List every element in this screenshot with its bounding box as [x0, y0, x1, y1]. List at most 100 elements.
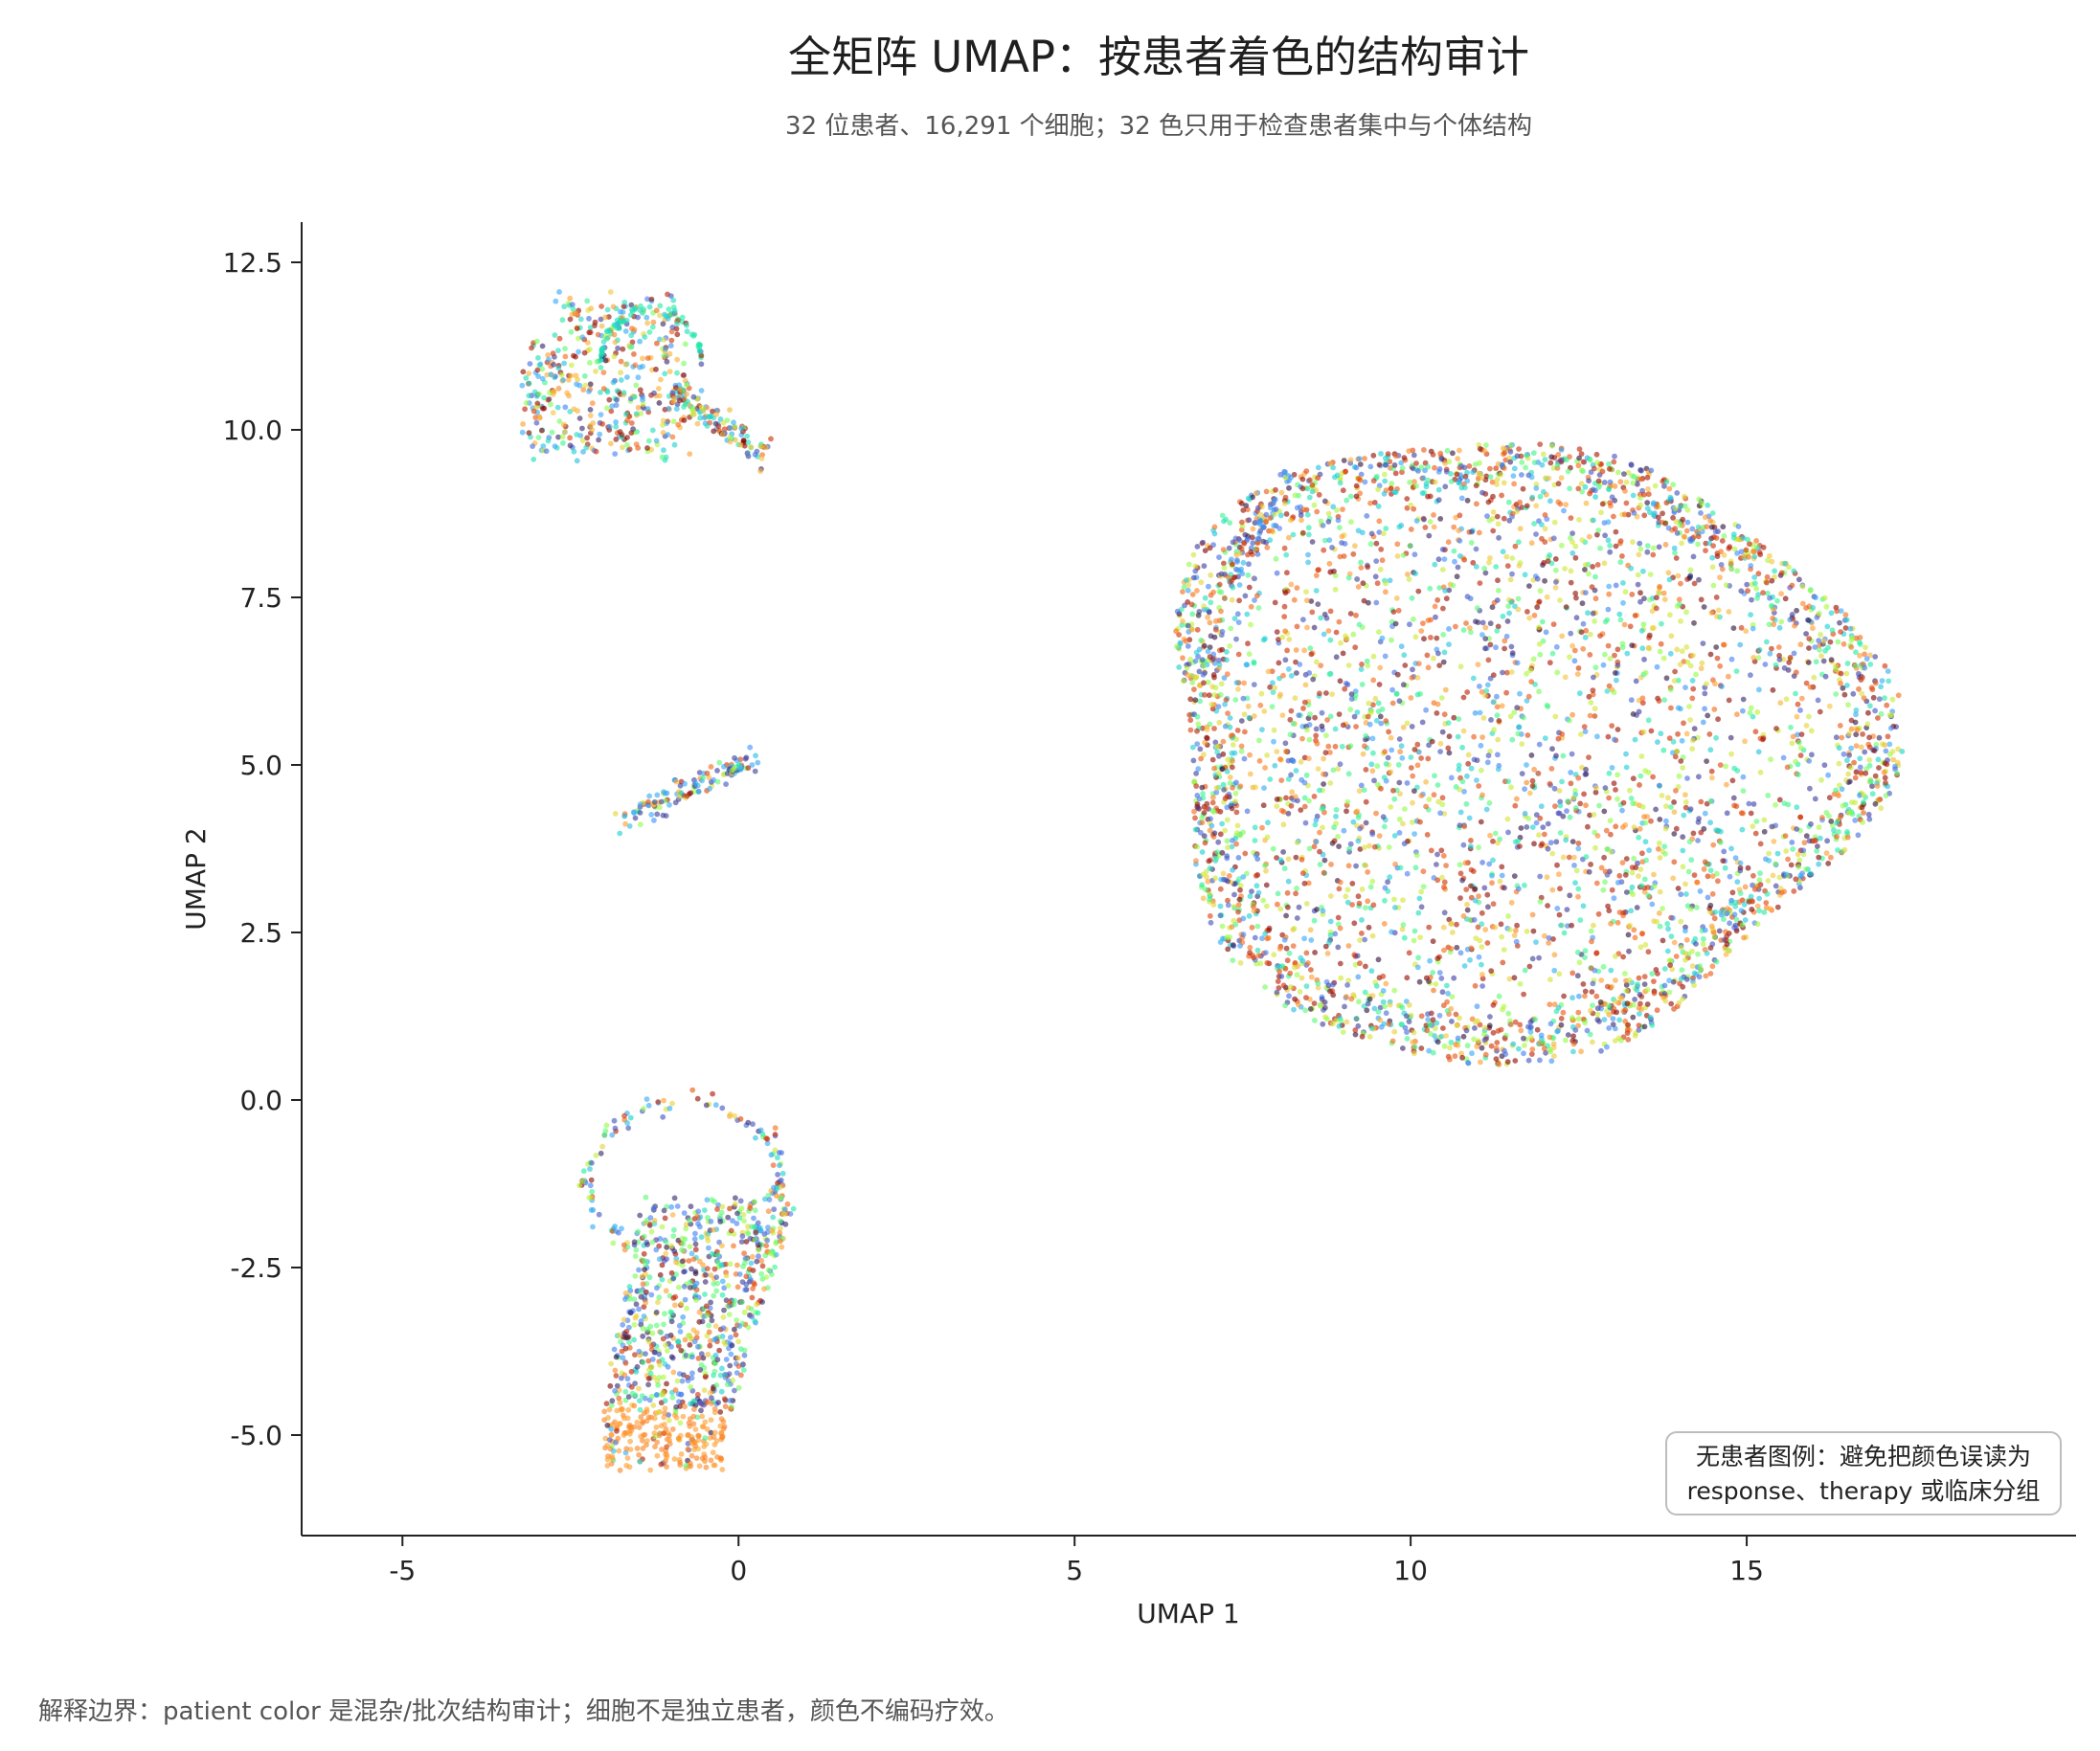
cell-point: [1514, 660, 1521, 666]
cell-point: [1215, 704, 1222, 709]
cell-point: [1364, 658, 1370, 664]
cell-point: [1806, 636, 1813, 641]
cell-point: [1404, 496, 1411, 502]
cell-point: [1402, 662, 1409, 668]
cell-point: [1602, 651, 1608, 658]
cell-point: [1750, 872, 1756, 879]
cell-point: [1681, 720, 1686, 727]
cell-point: [1797, 707, 1803, 713]
cell-point: [1625, 932, 1632, 938]
cell-point: [1540, 451, 1547, 458]
cell-point: [1457, 462, 1464, 469]
cell-point: [1425, 755, 1432, 762]
cell-point: [1438, 695, 1445, 701]
cell-point: [1418, 628, 1425, 634]
cell-point: [1640, 568, 1646, 574]
cell-point: [1427, 493, 1434, 500]
cell-point: [1569, 530, 1575, 536]
cell-point: [1483, 687, 1490, 694]
cell-point: [1424, 1027, 1431, 1034]
cell-point: [548, 371, 554, 378]
cell-point: [1555, 452, 1562, 458]
cell-point: [1191, 778, 1198, 785]
cell-point: [1511, 709, 1518, 715]
cell-point: [1201, 563, 1208, 570]
cell-point: [1406, 576, 1412, 582]
cell-point: [1431, 792, 1437, 798]
cell-point: [1752, 830, 1759, 837]
cell-point: [1773, 726, 1779, 731]
cell-point: [1441, 649, 1448, 656]
cell-point: [1285, 904, 1291, 910]
cell-point: [530, 443, 535, 449]
cell-point: [1541, 1045, 1547, 1052]
cell-point: [660, 430, 666, 436]
cell-point: [1676, 999, 1682, 1006]
cell-point: [1591, 922, 1596, 929]
cell-point: [1645, 717, 1652, 724]
cell-point: [1394, 671, 1401, 678]
cell-point: [1367, 463, 1374, 470]
cell-point: [598, 412, 604, 417]
cell-point: [1468, 883, 1474, 889]
cell-point: [1357, 461, 1364, 467]
cell-point: [1545, 903, 1550, 909]
cell-point: [1728, 656, 1735, 662]
cell-point: [1357, 960, 1363, 967]
cell-point: [1808, 728, 1815, 734]
cell-point: [1327, 460, 1333, 467]
cell-point: [1813, 595, 1818, 601]
cell-point: [1666, 977, 1672, 984]
cell-point: [1713, 958, 1720, 965]
cell-point: [1623, 856, 1630, 862]
cell-point: [1769, 823, 1775, 830]
cell-point: [1853, 731, 1860, 738]
cell-point: [1495, 840, 1501, 846]
cell-point: [1816, 861, 1822, 867]
cell-point: [1528, 540, 1535, 547]
cell-point: [1472, 709, 1479, 716]
cell-point: [1682, 503, 1688, 509]
cell-point: [1448, 774, 1455, 781]
cell-point: [1591, 465, 1597, 472]
cell-point: [1283, 912, 1289, 919]
cell-point: [1253, 546, 1260, 552]
cell-point: [1524, 698, 1530, 704]
cell-point: [1757, 551, 1764, 558]
cell-point: [1358, 471, 1365, 478]
cell-point: [1326, 560, 1333, 567]
cell-point: [1425, 1017, 1432, 1022]
cell-point: [1526, 615, 1533, 621]
cell-point: [1818, 835, 1823, 842]
cell-point: [1671, 678, 1678, 684]
cell-point: [1222, 701, 1228, 707]
cell-point: [1342, 541, 1348, 547]
cell-point: [1628, 697, 1635, 704]
cell-point: [1707, 819, 1713, 826]
cell-point: [1437, 810, 1443, 817]
cell-point: [660, 417, 666, 424]
cell-point: [1707, 651, 1714, 658]
cell-point: [1551, 952, 1558, 958]
cell-point: [1467, 595, 1474, 602]
cell-point: [1767, 650, 1773, 657]
cell-point: [1682, 951, 1689, 956]
cell-point: [1234, 611, 1241, 617]
cell-point: [1755, 571, 1762, 577]
cell-point: [1321, 857, 1328, 864]
cell-point: [608, 440, 614, 447]
cell-point: [1575, 1022, 1581, 1029]
cell-point: [1522, 810, 1528, 817]
cell-point: [1487, 832, 1493, 839]
cell-point: [1589, 938, 1594, 945]
cell-point: [1440, 1025, 1446, 1031]
cell-point: [1305, 755, 1312, 762]
cell-point: [1506, 517, 1513, 524]
cell-point: [1400, 820, 1406, 827]
cell-point: [546, 356, 552, 363]
cell-point: [1752, 580, 1758, 587]
cell-point: [1259, 824, 1265, 831]
cell-point: [1710, 842, 1717, 848]
cell-point: [1687, 806, 1694, 812]
cell-point: [1382, 749, 1388, 755]
